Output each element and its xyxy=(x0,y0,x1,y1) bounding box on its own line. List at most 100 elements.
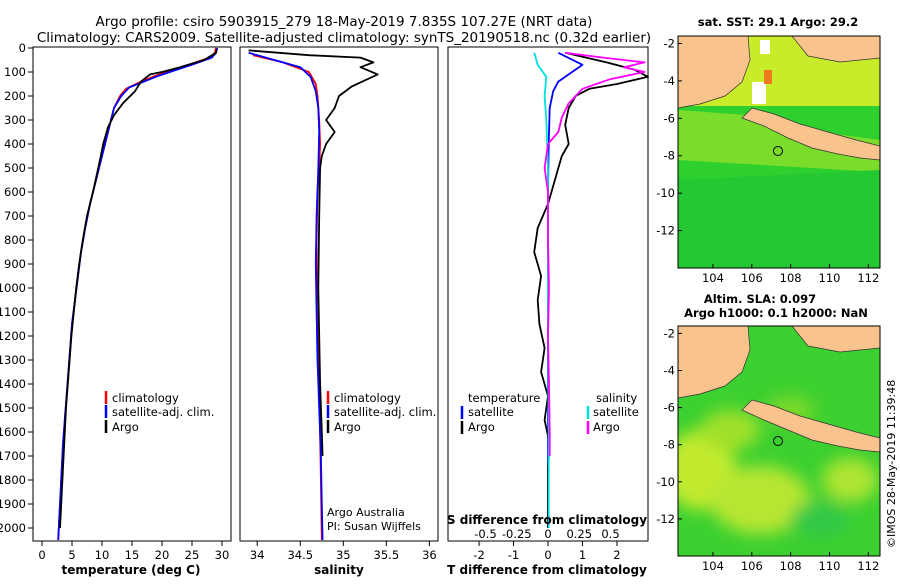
sst-map-lon-tick-label: 110 xyxy=(819,271,841,285)
difference-series-t-argo xyxy=(533,51,649,528)
argo-float-marker xyxy=(773,146,783,156)
depth-tick-label: 2000 xyxy=(0,521,26,535)
temperature-panel: 0100200300400500600700800900100011001200… xyxy=(0,41,232,577)
sst-map-lat-tick-label: -12 xyxy=(656,224,675,238)
legend-t-satellite-label: satellite xyxy=(468,405,514,419)
title-line-1: Argo profile: csiro 5903915_279 18-May-2… xyxy=(96,14,593,30)
depth-tick-label: 1100 xyxy=(0,305,26,319)
salinity-x-axis: 34 34.5 35 35.5 36 xyxy=(250,541,437,562)
salinity-x-tick-label: 35 xyxy=(336,548,351,562)
s-difference-tick-label: 0.5 xyxy=(601,527,619,541)
depth-tick-label: 1800 xyxy=(0,473,26,487)
sla-map-lat-tick-label: -12 xyxy=(656,512,675,526)
sla-map-lon-tick-label: 104 xyxy=(702,559,724,573)
sla-map-lon-tick-label: 106 xyxy=(741,559,763,573)
salinity-plot-frame xyxy=(239,46,439,542)
sla-map-lat-tick-label: -10 xyxy=(656,475,675,489)
depth-tick-label: 1000 xyxy=(0,281,26,295)
temperature-x-tick-label: 5 xyxy=(68,548,75,562)
sst-map-lat-tick-label: -10 xyxy=(656,186,675,200)
salinity-x-tick-label: 36 xyxy=(422,548,437,562)
depth-tick-label: 300 xyxy=(4,113,26,127)
difference-series xyxy=(533,51,649,528)
depth-tick-label: 500 xyxy=(4,161,26,175)
depth-tick-label: 1400 xyxy=(0,377,26,391)
sst-cloud-mask-2 xyxy=(760,40,770,54)
s-difference-tick-label: -0.25 xyxy=(502,527,532,541)
depth-tick-label: 0 xyxy=(19,41,26,55)
difference-panel: -2 -1 0 1 2 T difference from climatology S … xyxy=(447,46,649,577)
sla-map: Altim. SLA: 0.097 Argo h1000: 0.1 h2000:… xyxy=(656,292,881,573)
salinity-series xyxy=(248,49,379,541)
timestamp: ©IMOS 28-May-2019 11:39:48 xyxy=(885,380,898,548)
sla-map-lat-tick-label: -2 xyxy=(664,326,675,340)
sst-map-title: sat. SST: 29.1 Argo: 29.2 xyxy=(698,15,858,29)
sst-map-lat-tick-label: -8 xyxy=(664,149,675,163)
temperature-series-satellite-adj-clim- xyxy=(57,47,219,541)
difference-legend: temperature satellite Argo salinity sate… xyxy=(460,391,639,434)
depth-tick-label: 1600 xyxy=(0,425,26,439)
sla-map-title-2: Argo h1000: 0.1 h2000: NaN xyxy=(684,306,868,320)
sst-green-band xyxy=(678,110,880,172)
salinity-series-argo xyxy=(248,49,379,457)
s-difference-tick-label: -0.5 xyxy=(474,527,496,541)
sla-map-lon-tick-label: 112 xyxy=(857,559,879,573)
legend-temperature-title: temperature xyxy=(468,391,540,405)
land-borneo xyxy=(791,326,880,353)
temperature-series-climatology xyxy=(57,47,217,541)
legend-argo-label: Argo xyxy=(112,420,139,434)
salinity-panel: 34 34.5 35 35.5 36 salinity climatology sate… xyxy=(239,46,439,577)
depth-tick-label: 1500 xyxy=(0,401,26,415)
difference-x-tick-label: 2 xyxy=(613,548,620,562)
depth-axis: 0 100 200 300 400 500 600 700 800 900 1000 1100 1200… xyxy=(0,41,33,535)
sla-map-lon-tick-label: 108 xyxy=(780,559,802,573)
temperature-x-tick-label: 10 xyxy=(95,548,110,562)
temperature-series-argo xyxy=(59,49,218,529)
temperature-x-tick-label: 25 xyxy=(185,548,200,562)
sla-map-lat-tick-label: -8 xyxy=(664,438,675,452)
s-difference-tick-label: 0 xyxy=(544,527,551,541)
salinity-difference-scale: -0.5 -0.25 0 0.25 0.5 xyxy=(474,527,619,541)
depth-tick-label: 900 xyxy=(4,257,26,271)
temperature-legend: climatology satellite-adj. clim. Argo xyxy=(104,391,214,434)
salinity-series-satellite-adj-clim- xyxy=(248,51,324,541)
depth-tick-label: 1300 xyxy=(0,353,26,367)
s-difference-tick-label: 0.25 xyxy=(566,527,592,541)
salinity-x-label: salinity xyxy=(314,563,364,577)
legend-climatology-label: climatology xyxy=(334,391,401,405)
sla-map-title-1: Altim. SLA: 0.097 xyxy=(704,292,816,306)
difference-s-label: S difference from climatology xyxy=(447,513,647,527)
temperature-x-tick-label: 30 xyxy=(215,548,230,562)
credit-line-2: PI: Susan Wijffels xyxy=(327,520,421,533)
salinity-x-tick-label: 35.5 xyxy=(374,548,400,562)
difference-series-s-satellite xyxy=(533,52,550,528)
depth-tick-label: 700 xyxy=(4,209,26,223)
sla-map-lat-tick-label: -4 xyxy=(664,364,675,378)
salinity-x-tick-label: 34.5 xyxy=(287,548,313,562)
legend-s-argo-label: Argo xyxy=(593,420,620,434)
difference-x-tick-label: 0 xyxy=(544,548,551,562)
temperature-x-axis: 0 5 10 15 20 25 30 xyxy=(38,541,229,562)
sst-map-lon-tick-label: 106 xyxy=(741,271,763,285)
legend-t-argo-label: Argo xyxy=(468,420,495,434)
depth-tick-label: 400 xyxy=(4,137,26,151)
difference-x-label: T difference from climatology xyxy=(447,563,647,577)
sst-map-frame xyxy=(677,35,881,269)
sst-cloud-mask xyxy=(752,82,766,104)
depth-tick-label: 1700 xyxy=(0,449,26,463)
depth-tick-label: 1200 xyxy=(0,329,26,343)
sst-map-lon-tick-label: 108 xyxy=(780,271,802,285)
legend-climatology-label: climatology xyxy=(112,391,179,405)
sst-map-lat-tick-label: -6 xyxy=(664,111,675,125)
depth-tick-label: 100 xyxy=(4,65,26,79)
argo-float-marker xyxy=(773,436,783,446)
sst-map: sat. SST: 29.1 Argo: 29.2 104 106 108 110 11… xyxy=(656,15,881,285)
credit-line-1: Argo Australia xyxy=(327,506,405,519)
temperature-series xyxy=(57,47,219,541)
legend-satellite-label: satellite-adj. clim. xyxy=(112,405,214,419)
difference-x-tick-label: -1 xyxy=(508,548,519,562)
title-line-2: Climatology: CARS2009. Satellite-adjuste… xyxy=(37,30,651,46)
sla-map-frame xyxy=(677,325,881,557)
salinity-legend: climatology satellite-adj. clim. Argo xyxy=(326,391,436,434)
